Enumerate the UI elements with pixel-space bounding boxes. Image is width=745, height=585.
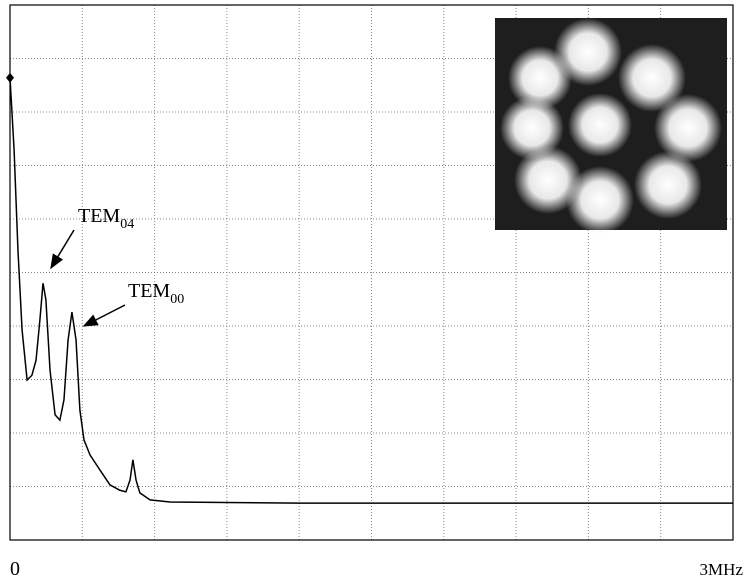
annotation: TEM04 — [78, 205, 134, 232]
annotation-arrow — [50, 229, 75, 270]
start-marker — [6, 72, 14, 83]
x-tick-label: 3MHz — [700, 560, 744, 579]
trace — [9, 77, 733, 504]
annotation-text: TEM — [128, 280, 170, 302]
x-tick-label: 0 — [10, 558, 20, 580]
annotation-subscript: 00 — [170, 292, 184, 307]
annotation: TEM00 — [128, 280, 184, 307]
annotation-subscript: 04 — [120, 217, 134, 232]
annotation-arrow — [82, 304, 126, 327]
inset-image — [495, 18, 727, 234]
plot-border — [9, 4, 734, 541]
annotation-text: TEM — [78, 205, 120, 227]
